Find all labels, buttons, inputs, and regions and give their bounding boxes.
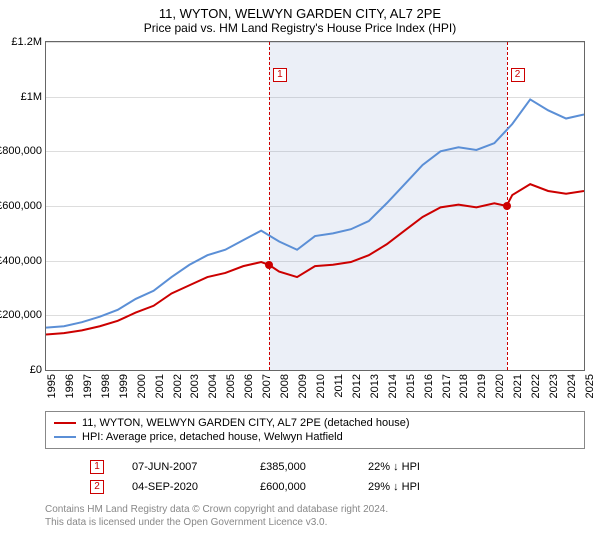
x-axis-tick: 2002 — [172, 374, 184, 398]
x-axis-tick: 2014 — [387, 374, 399, 398]
x-axis-tick: 1998 — [100, 374, 112, 398]
x-axis-tick: 2018 — [458, 374, 470, 398]
chart-lines — [46, 42, 584, 370]
legend-row: HPI: Average price, detached house, Welw… — [54, 430, 576, 444]
y-axis-tick: £800,000 — [0, 145, 42, 157]
legend-label: HPI: Average price, detached house, Welw… — [82, 431, 343, 443]
sale-row-date: 04-SEP-2020 — [132, 481, 232, 493]
legend-row: 11, WYTON, WELWYN GARDEN CITY, AL7 2PE (… — [54, 416, 576, 430]
y-axis-tick: £600,000 — [0, 200, 42, 212]
sale-row-marker: 1 — [90, 460, 104, 474]
x-axis-tick: 2005 — [225, 374, 237, 398]
x-axis-tick: 2004 — [207, 374, 219, 398]
sale-row: 2 04-SEP-2020 £600,000 29% ↓ HPI — [90, 477, 570, 497]
x-axis-tick: 1997 — [82, 374, 94, 398]
sale-row-diff: 29% ↓ HPI — [368, 481, 458, 493]
x-axis-tick: 2012 — [351, 374, 363, 398]
x-axis-tick: 2024 — [566, 374, 578, 398]
sales-table: 1 07-JUN-2007 £385,000 22% ↓ HPI 2 04-SEP-202… — [90, 457, 570, 497]
x-axis-tick: 2001 — [154, 374, 166, 398]
x-axis-tick: 1996 — [64, 374, 76, 398]
y-axis-tick: £0 — [30, 364, 42, 376]
legend-area: 11, WYTON, WELWYN GARDEN CITY, AL7 2PE (… — [45, 411, 585, 497]
legend-box: 11, WYTON, WELWYN GARDEN CITY, AL7 2PE (… — [45, 411, 585, 449]
sale-row-diff: 22% ↓ HPI — [368, 461, 458, 473]
sale-row-price: £600,000 — [260, 481, 340, 493]
x-axis-tick: 2019 — [476, 374, 488, 398]
x-axis-tick: 1999 — [118, 374, 130, 398]
sale-row-marker: 2 — [90, 480, 104, 494]
x-axis-tick: 2017 — [441, 374, 453, 398]
legend-label: 11, WYTON, WELWYN GARDEN CITY, AL7 2PE (… — [82, 417, 409, 429]
x-axis-tick: 2022 — [530, 374, 542, 398]
series-price_paid — [46, 184, 584, 334]
x-axis-tick: 2003 — [189, 374, 201, 398]
x-axis-tick: 2010 — [315, 374, 327, 398]
y-axis-tick: £1.2M — [11, 36, 42, 48]
chart-subtitle: Price paid vs. HM Land Registry's House … — [0, 21, 600, 39]
x-axis-tick: 2016 — [423, 374, 435, 398]
chart-area: £0£200,000£400,000£600,000£800,000£1M£1.… — [45, 41, 585, 371]
y-axis-tick: £200,000 — [0, 309, 42, 321]
x-axis-tick: 1995 — [46, 374, 58, 398]
x-axis-tick: 2021 — [512, 374, 524, 398]
x-axis-tick: 2020 — [494, 374, 506, 398]
footer-line2: This data is licensed under the Open Gov… — [45, 516, 585, 529]
footer-line1: Contains HM Land Registry data © Crown c… — [45, 503, 585, 516]
x-axis-tick: 2006 — [243, 374, 255, 398]
y-axis-tick: £400,000 — [0, 255, 42, 267]
x-axis-tick: 2011 — [333, 374, 345, 398]
x-axis-tick: 2000 — [136, 374, 148, 398]
sale-row-date: 07-JUN-2007 — [132, 461, 232, 473]
legend-swatch — [54, 436, 76, 438]
x-axis-tick: 2013 — [369, 374, 381, 398]
footer-attribution: Contains HM Land Registry data © Crown c… — [45, 503, 585, 529]
legend-swatch — [54, 422, 76, 424]
x-axis-tick: 2015 — [405, 374, 417, 398]
x-axis-tick: 2023 — [548, 374, 560, 398]
sale-row-price: £385,000 — [260, 461, 340, 473]
x-axis-tick: 2007 — [261, 374, 273, 398]
y-axis-tick: £1M — [21, 91, 42, 103]
x-axis-tick: 2009 — [297, 374, 309, 398]
x-axis-tick: 2008 — [279, 374, 291, 398]
sale-row: 1 07-JUN-2007 £385,000 22% ↓ HPI — [90, 457, 570, 477]
x-axis-tick: 2025 — [584, 374, 596, 398]
series-hpi — [46, 99, 584, 327]
chart-title: 11, WYTON, WELWYN GARDEN CITY, AL7 2PE — [0, 0, 600, 21]
